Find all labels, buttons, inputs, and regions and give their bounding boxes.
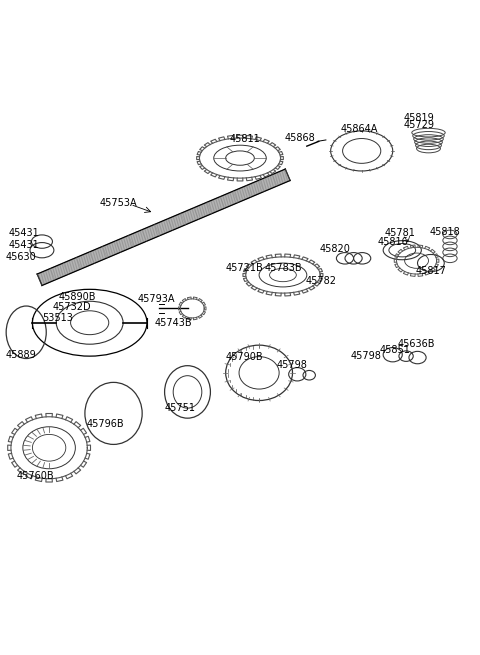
Text: 45890B: 45890B [59, 292, 96, 303]
Text: 45793A: 45793A [138, 294, 175, 304]
Text: 45819: 45819 [404, 113, 434, 122]
Text: 45630: 45630 [6, 252, 37, 262]
Text: 45790B: 45790B [226, 352, 264, 362]
Text: 45798: 45798 [351, 351, 382, 361]
Text: 45431: 45431 [9, 240, 40, 250]
Text: 45782: 45782 [306, 276, 336, 286]
Text: 45864A: 45864A [341, 124, 378, 134]
Text: 45798: 45798 [277, 360, 308, 369]
Text: 45889: 45889 [6, 350, 37, 360]
Text: 45820: 45820 [320, 244, 351, 253]
Text: 45783B: 45783B [264, 263, 302, 273]
Text: 45721B: 45721B [226, 263, 264, 273]
Text: 45816: 45816 [377, 236, 408, 246]
Text: 45796B: 45796B [86, 419, 124, 429]
Text: 53513: 53513 [42, 313, 73, 323]
Text: 45636B: 45636B [398, 339, 435, 349]
Text: 45818: 45818 [430, 227, 461, 237]
Text: 45817: 45817 [416, 266, 446, 276]
Text: 45868: 45868 [284, 132, 315, 143]
Text: 45851: 45851 [380, 345, 410, 356]
Text: 45743B: 45743B [155, 318, 192, 328]
Text: 45732D: 45732D [53, 302, 91, 312]
Text: 45811: 45811 [229, 134, 260, 144]
Text: 45729: 45729 [404, 120, 434, 130]
Text: 45753A: 45753A [99, 198, 137, 208]
Text: 45431: 45431 [9, 228, 40, 238]
Text: 45751: 45751 [165, 403, 196, 413]
Text: 45760B: 45760B [17, 472, 55, 481]
Text: 45781: 45781 [384, 228, 415, 238]
